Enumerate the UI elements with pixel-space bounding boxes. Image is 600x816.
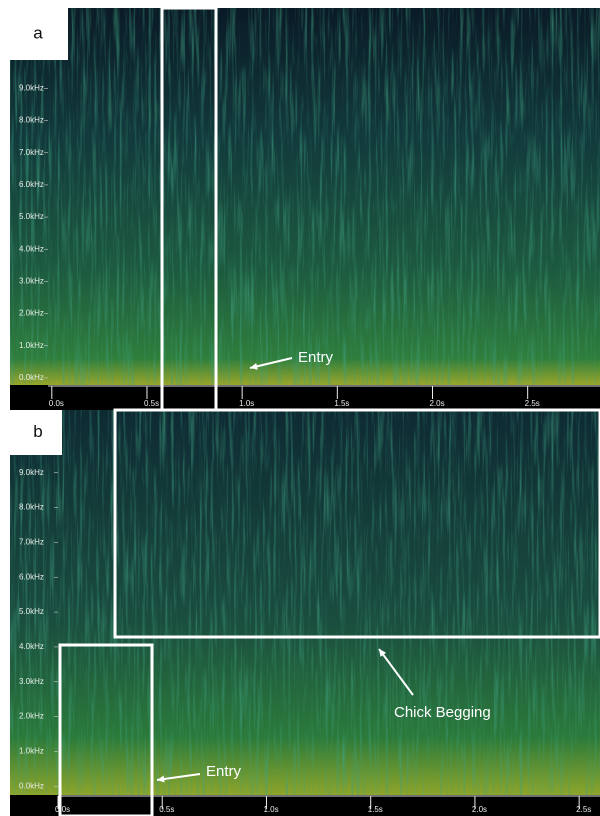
y-tick-label: 9.0kHz: [19, 468, 44, 477]
y-tick-label: 1.0kHz: [19, 747, 44, 756]
y-tick-label: 7.0kHz: [19, 538, 44, 547]
time-axis-strip: [10, 385, 600, 410]
x-tick-label: 2.5s: [576, 805, 591, 814]
y-tick-label: 4.0kHz: [19, 244, 44, 253]
y-tick-label: 4.0kHz: [19, 642, 44, 651]
figure: 0.0kHz 1.0kHz 2.0kHz 3.0kHz 4.0kHz 5.0kHz 6.0k…: [0, 0, 600, 816]
panel-label: a: [33, 23, 43, 42]
x-tick-label: 0.5s: [144, 399, 159, 408]
y-tick-label: 5.0kHz: [19, 607, 44, 616]
x-tick-label: 0.0s: [55, 805, 70, 814]
panel-label: b: [33, 422, 42, 441]
y-tick-label: 6.0kHz: [19, 572, 44, 581]
y-tick-label: 5.0kHz: [19, 212, 44, 221]
x-tick-label: 2.0s: [429, 399, 444, 408]
x-tick-label: 1.0s: [263, 805, 278, 814]
y-tick-label: 7.0kHz: [19, 148, 44, 157]
page: 0.0kHz 1.0kHz 2.0kHz 3.0kHz 4.0kHz 5.0kHz 6.0k…: [0, 0, 600, 816]
y-tick-label: 9.0kHz: [19, 84, 44, 93]
annotation: Entry: [206, 763, 242, 780]
annotation: Entry: [298, 349, 334, 366]
y-tick-label: 3.0kHz: [19, 277, 44, 286]
panel: 0.0kHz 1.0kHz 2.0kHz 3.0kHz 4.0kHz 5.0kHz 6.0k…: [10, 8, 600, 410]
y-tick-label: 0.0kHz: [19, 373, 44, 382]
x-tick-label: 1.0s: [239, 399, 254, 408]
x-tick-label: 1.5s: [368, 805, 383, 814]
time-axis-strip: [10, 795, 600, 816]
panel: 0.0kHz 1.0kHz 2.0kHz 3.0kHz 4.0kHz 5.0kHz 6.0k…: [10, 410, 600, 816]
x-tick-label: 2.5s: [525, 399, 540, 408]
annotation: Chick Begging: [394, 704, 491, 721]
panels: 0.0kHz 1.0kHz 2.0kHz 3.0kHz 4.0kHz 5.0kHz 6.0k…: [10, 8, 600, 816]
y-tick-label: 2.0kHz: [19, 712, 44, 721]
spectrogram-texture: [10, 8, 600, 385]
x-tick-label: 1.5s: [334, 399, 349, 408]
y-tick-label: 3.0kHz: [19, 677, 44, 686]
y-tick-label: 1.0kHz: [19, 341, 44, 350]
x-tick-label: 0.5s: [159, 805, 174, 814]
y-tick-label: 8.0kHz: [19, 503, 44, 512]
x-tick-label: 2.0s: [472, 805, 487, 814]
y-tick-label: 8.0kHz: [19, 116, 44, 125]
spectrogram-texture: [10, 410, 600, 795]
y-tick-label: 2.0kHz: [19, 309, 44, 318]
y-tick-label: 6.0kHz: [19, 180, 44, 189]
y-tick-label: 0.0kHz: [19, 781, 44, 790]
x-tick-label: 0.0s: [49, 399, 64, 408]
